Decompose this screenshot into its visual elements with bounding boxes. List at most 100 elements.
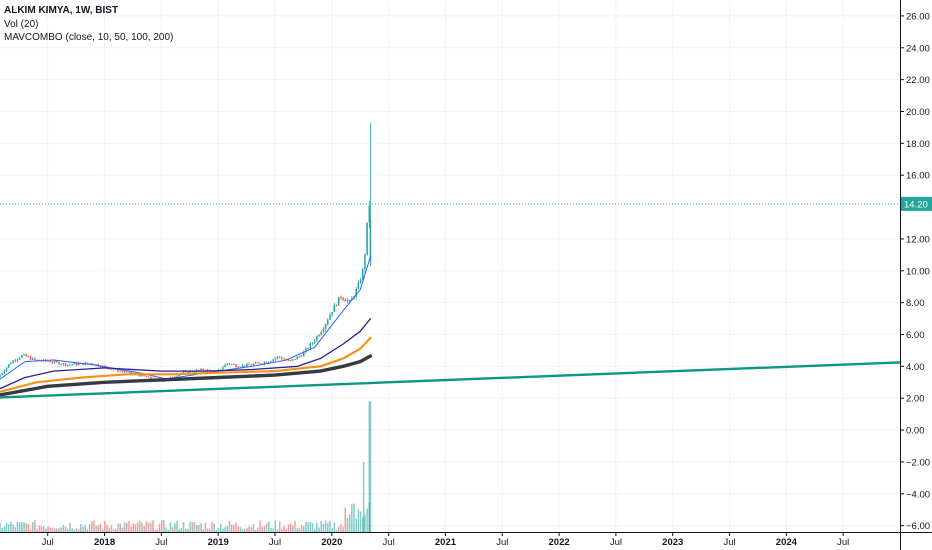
- volume-bar: [18, 522, 21, 532]
- candle-body: [71, 364, 73, 366]
- candle-body: [351, 298, 353, 301]
- time-tick-label: 2021: [435, 537, 457, 548]
- candle-body: [331, 311, 333, 315]
- volume-bar: [40, 525, 43, 532]
- volume-bar: [150, 522, 152, 532]
- mavcombo-indicator-label[interactable]: MAVCOMBO (close, 10, 50, 100, 200): [4, 32, 174, 43]
- ma-line: [0, 354, 373, 397]
- volume-bar: [77, 529, 80, 532]
- volume-bar: [45, 528, 47, 532]
- volume-bar: [163, 520, 165, 532]
- candle-body: [276, 356, 279, 359]
- volume-bar: [141, 522, 143, 532]
- candle-body: [77, 363, 80, 366]
- price-tick-label: −4.00: [906, 489, 930, 500]
- candle-body: [88, 363, 91, 365]
- candle-body: [56, 360, 58, 362]
- candle-body: [209, 369, 211, 371]
- candle-body: [252, 363, 255, 366]
- volume-bar: [331, 528, 333, 532]
- volume-bar: [93, 520, 95, 532]
- volume-bar: [16, 521, 19, 532]
- candle-body: [316, 336, 318, 341]
- volume-bar: [143, 526, 145, 532]
- candle-body: [361, 268, 364, 281]
- volume-bar: [119, 523, 121, 532]
- last-price-tag: [901, 196, 932, 211]
- volume-bar: [357, 509, 360, 532]
- volume-bar: [145, 521, 148, 532]
- candle-body: [300, 356, 303, 358]
- price-tick-label: 20.00: [906, 107, 930, 118]
- candle-body: [359, 280, 362, 283]
- volume-bar: [178, 529, 180, 532]
- volume-bar: [270, 527, 272, 532]
- symbol-title[interactable]: ALKIM KIMYA, 1W, BIST: [4, 5, 119, 16]
- candle-body: [219, 369, 222, 371]
- candle-body: [150, 376, 152, 379]
- volume-bar: [366, 508, 368, 532]
- volume-bar: [272, 528, 274, 532]
- price-tick-label: 18.00: [906, 139, 930, 150]
- candle-body: [174, 376, 176, 378]
- time-tick-label: 2024: [776, 537, 798, 548]
- volume-bar: [254, 529, 257, 532]
- volume-bar: [320, 520, 323, 532]
- volume-bar: [0, 522, 1, 532]
- candle-body: [274, 358, 277, 360]
- price-tick-label: 24.00: [906, 43, 930, 54]
- candle-body: [235, 364, 237, 367]
- candle-body: [289, 360, 292, 362]
- time-tick-label: 2018: [94, 537, 115, 548]
- candle-body: [340, 297, 342, 299]
- price-tick-label: 8.00: [906, 298, 925, 309]
- candle-body: [27, 356, 30, 358]
- candle-body: [117, 368, 119, 372]
- candle-body: [32, 358, 34, 360]
- candle-body: [254, 362, 257, 364]
- volume-bar: [182, 522, 185, 532]
- volume-bar: [60, 527, 62, 532]
- volume-bar: [198, 524, 200, 532]
- volume-bar: [222, 528, 224, 532]
- candle-body: [171, 377, 174, 379]
- candle-body: [21, 355, 23, 358]
- volume-bar: [12, 524, 14, 532]
- candle-body: [193, 371, 196, 373]
- time-tick-label: Jul: [42, 537, 54, 548]
- candle-body: [14, 360, 17, 362]
- time-tick-label: Jul: [723, 537, 735, 548]
- volume-bar: [128, 521, 130, 532]
- volume-bar: [169, 522, 172, 532]
- candle-body: [369, 219, 372, 262]
- candle-body: [281, 357, 283, 359]
- candle-body: [69, 364, 71, 366]
- volume-bar: [276, 529, 279, 532]
- volume-bar: [27, 524, 30, 532]
- volume-bar: [204, 522, 207, 532]
- volume-bar: [300, 524, 303, 532]
- volume-bar: [342, 526, 344, 532]
- volume-bar: [14, 527, 17, 532]
- candle-body: [278, 356, 281, 358]
- volume-bars: [0, 401, 372, 532]
- candle-body: [202, 368, 204, 371]
- volume-bar: [195, 525, 198, 532]
- volume-bar: [302, 525, 305, 532]
- volume-bar: [21, 521, 23, 532]
- candle-body: [125, 371, 128, 373]
- volume-bar: [281, 529, 283, 532]
- volume-bar: [134, 524, 137, 532]
- candle-body: [224, 364, 226, 368]
- volume-indicator-label[interactable]: Vol (20): [4, 18, 39, 30]
- volume-bar: [25, 523, 27, 532]
- volume-bar: [261, 526, 264, 532]
- volume-bar: [285, 528, 288, 532]
- price-tick-label: 10.00: [906, 266, 930, 277]
- time-tick-label: 2019: [208, 537, 229, 548]
- volume-bar: [121, 528, 124, 532]
- volume-bar: [130, 526, 132, 532]
- volume-bar: [305, 521, 307, 532]
